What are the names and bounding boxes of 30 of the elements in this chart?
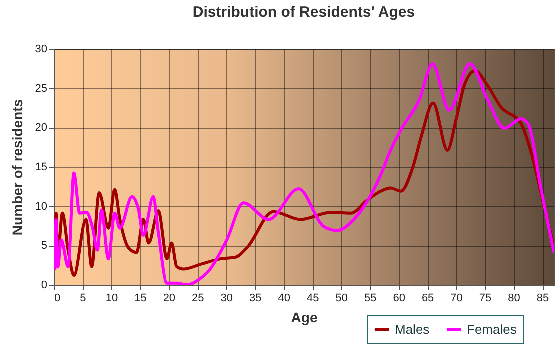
y-tick-label: 20 [35,122,48,134]
legend-label: Males [395,322,430,337]
y-axis-title: Number of residents [9,99,26,236]
y-tick-label: 5 [41,240,48,252]
x-tick-label: 15 [134,292,147,304]
x-tick-label: 65 [422,292,434,304]
x-tick-label: 5 [80,292,86,304]
legend-label: Females [467,322,518,337]
x-tick-label: 25 [192,292,204,304]
x-tick-label: 85 [536,292,550,304]
x-tick-label: 35 [250,292,262,304]
x-tick-label: 0 [54,292,61,304]
y-tick-label: 0 [41,280,48,292]
x-tick-label: 80 [508,292,520,304]
x-axis-title: Age [291,310,318,326]
x-tick-label: 10 [106,292,118,304]
x-tick-label: 70 [450,292,463,304]
x-tick-label: 20 [163,292,176,304]
y-tick-label: 10 [35,200,48,213]
x-tick-label: 60 [393,292,406,304]
y-tick-label: 15 [35,162,48,174]
x-tick-label: 30 [220,292,234,304]
y-tick-label: 30 [35,44,48,56]
x-tick-label: 45 [306,292,320,304]
x-tick-label: 75 [479,292,492,304]
y-tick-label: 25 [35,82,48,95]
x-tick-label: 55 [364,292,377,304]
x-tick-label: 40 [278,292,291,304]
x-tick-label: 50 [336,292,348,304]
chart-title: Distribution of Residents' Ages [192,4,416,21]
